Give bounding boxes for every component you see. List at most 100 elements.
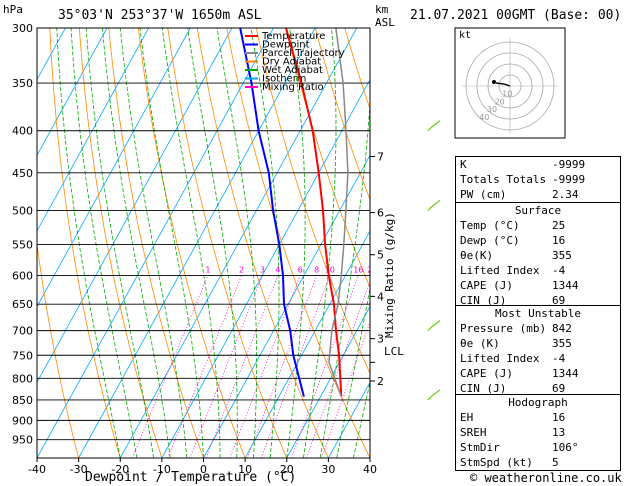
- mixing-ratio-label: 4: [275, 266, 280, 275]
- x-tick-label: -30: [70, 463, 88, 476]
- mixing-ratio-label: 20: [367, 266, 377, 275]
- isobar-lines: [37, 27, 370, 441]
- km-tick-label: 4: [377, 290, 384, 303]
- wind-barb: [427, 320, 441, 332]
- hodograph-table-panel: Hodograph EH 16 SREH 13 StmDir 106° StmSpd …: [455, 394, 621, 471]
- dry-adiabat-line: [314, 28, 370, 201]
- mixing-ratio-axis-title: Mixing Ratio (g/kg): [383, 212, 396, 338]
- profile-lines: [239, 28, 349, 397]
- pressure-tick-label: 450: [12, 167, 33, 180]
- hodograph-ring-label: 40: [479, 113, 489, 122]
- wet-adiabat-line: [70, 28, 138, 458]
- index-row-pw: PW (cm) 2.34: [460, 188, 579, 201]
- km-tick-label: 7: [377, 151, 384, 164]
- pressure-tick-label: 650: [12, 298, 33, 311]
- legend-label: Mixing Ratio: [262, 82, 324, 93]
- mixing-ratio-label: 2: [239, 266, 244, 275]
- isotherm-line: [78, 28, 316, 458]
- mixing-ratio-line: [167, 275, 242, 458]
- wet-adiabat-line: [250, 28, 280, 458]
- mixing-ratio-label: 6: [298, 266, 303, 275]
- lcl-label: LCL: [384, 345, 404, 358]
- surface-title: Surface: [514, 204, 562, 217]
- wind-barb: [427, 120, 441, 132]
- wet-adiabat-line: [139, 28, 204, 458]
- x-tick-label: -10: [153, 463, 171, 476]
- mixing-ratio-line: [189, 275, 263, 458]
- isotherm-line: [37, 28, 108, 157]
- isotherm-line: [286, 305, 370, 458]
- mixing-ratio-line: [229, 275, 301, 458]
- location-title: 35°03'N 253°37'W 1650m ASL: [58, 8, 262, 23]
- wet-adiabat-line: [119, 28, 188, 458]
- pressure-tick-label: 550: [12, 238, 33, 251]
- profile-temperature: [285, 28, 343, 397]
- km-tick-label: 5: [377, 249, 384, 262]
- x-tick-label: -20: [111, 463, 129, 476]
- wind-barb: [427, 389, 441, 401]
- legend-label: Temperature: [261, 31, 325, 42]
- isotherm-line: [161, 78, 370, 458]
- mixing-ratio-label: 1: [205, 266, 210, 275]
- profile-dewpoint: [239, 28, 305, 397]
- km-tick-label: 6: [377, 207, 384, 220]
- hodograph-trace: [495, 82, 511, 87]
- km-unit-label: km: [375, 3, 389, 16]
- pressure-tick-label: 700: [12, 325, 33, 338]
- x-tick-label: 10: [238, 463, 252, 476]
- wet-adiabat-line: [85, 28, 154, 458]
- pressure-tick-label: 350: [12, 77, 33, 90]
- mixing-ratio-line: [246, 275, 318, 458]
- mixing-ratio-line: [321, 320, 370, 458]
- pressure-tick-label: 750: [12, 349, 33, 362]
- hodograph-ring-label: 10: [502, 90, 512, 99]
- isotherm-line: [203, 154, 370, 458]
- dry-adiabat-line: [78, 28, 163, 458]
- x-tick-label: 30: [321, 463, 335, 476]
- most-unstable-title: Most Unstable: [494, 307, 582, 320]
- wet-adiabat-line: [216, 28, 258, 458]
- surface-panel: Surface Temp (°C) 25 Dewp (°C) 16 θe(K) 355…: [455, 202, 621, 309]
- hpa-unit-label: hPa: [3, 3, 23, 16]
- pressure-tick-label: 300: [12, 22, 33, 35]
- pressure-tick-label: 400: [12, 125, 33, 138]
- wet-adiabat-line: [286, 28, 306, 458]
- legend-label: Dry Adiabat: [262, 57, 321, 68]
- km-axis: 7 6 5 4 3 2: [369, 28, 384, 458]
- pressure-tick-label: 900: [12, 414, 33, 427]
- wind-barbs: [427, 120, 441, 401]
- x-axis-title: Dewpoint / Temperature (°C): [85, 470, 297, 485]
- indices-panel: K -9999 Totals Totals -9999 PW (cm) 2.34: [455, 156, 621, 203]
- mixing-ratio-line: [205, 275, 279, 458]
- x-tick-label: 40: [363, 463, 377, 476]
- isotherm-line: [37, 28, 149, 232]
- hodograph-ring-label: 30: [487, 105, 497, 114]
- index-row-k: K -9999: [460, 158, 586, 171]
- mixing-ratio-label: 16: [353, 266, 363, 275]
- mixing-ratio-label: 8: [314, 266, 319, 275]
- wet-adiabat-line: [161, 28, 221, 458]
- mixing-ratio-line: [260, 275, 331, 458]
- hodograph-ring-label: 20: [495, 97, 505, 106]
- x-tick-label: -40: [28, 463, 46, 476]
- datetime-title: 21.07.2021 00GMT (Base: 00): [410, 8, 622, 23]
- isotherm-line: [244, 230, 370, 458]
- index-row-totals: Totals Totals -9999: [460, 173, 586, 186]
- asl-unit-label: ASL: [375, 16, 395, 29]
- most-unstable-panel: Most Unstable Pressure (mb) 842 θe (K) 355…: [455, 305, 621, 397]
- km-tick-label: 3: [377, 333, 384, 346]
- mixing-ratio-label: 10: [325, 266, 335, 275]
- axis-labels: 3003504004505005506006507007508008509009…: [12, 22, 377, 476]
- pressure-tick-label: 950: [12, 434, 33, 447]
- wet-adiabat-line: [303, 28, 337, 458]
- wet-adiabat-line: [56, 28, 121, 458]
- wet-adiabat-line: [352, 380, 370, 458]
- profile-parcel-trajectory: [328, 28, 349, 397]
- legend-label: Parcel Trajectory: [262, 48, 345, 59]
- pressure-tick-label: 600: [12, 270, 33, 283]
- dry-adiabat-line: [285, 28, 370, 289]
- mixing-ratio-label: 3: [260, 266, 265, 275]
- km-tick-label: 2: [377, 375, 384, 388]
